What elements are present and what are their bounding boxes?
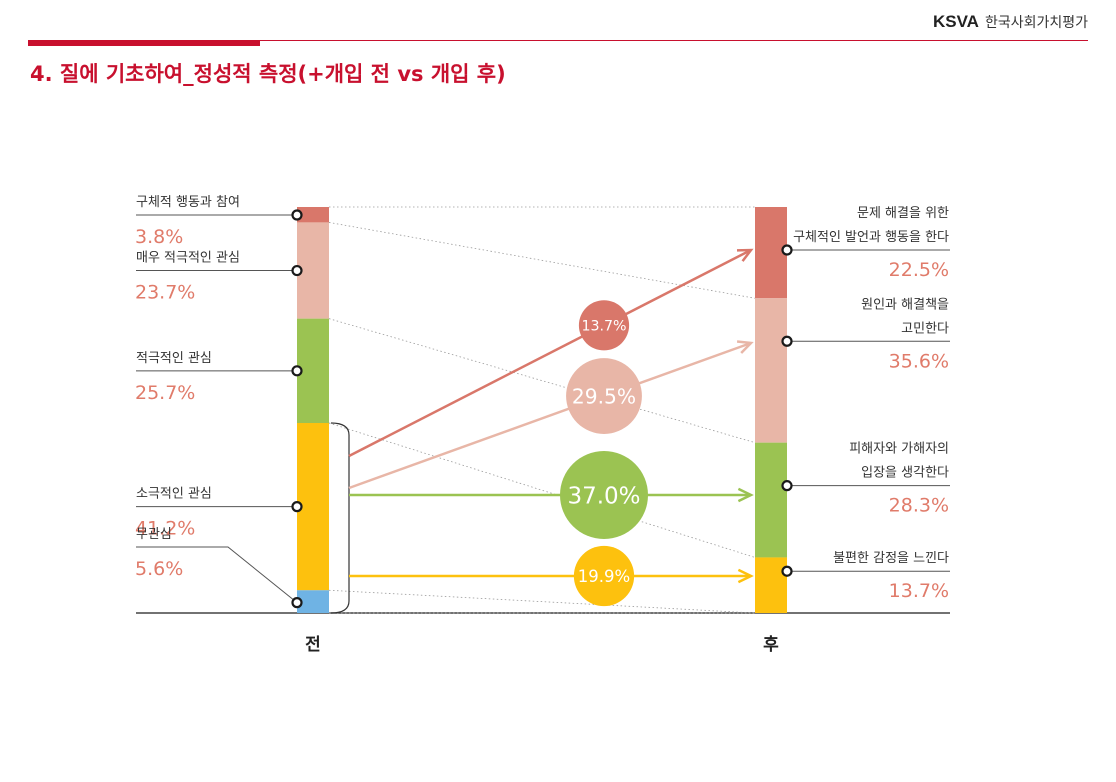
transition-value-1: 29.5% xyxy=(572,384,636,408)
right-label-0-0: 문제 해결을 위한 xyxy=(857,206,949,221)
left-label-2: 적극적인 관심 xyxy=(136,351,212,366)
right-value-2: 28.3% xyxy=(889,495,949,517)
brand-org: 한국사회가치평가 xyxy=(984,15,1088,31)
group-bracket xyxy=(330,422,350,614)
left-dot-2 xyxy=(291,365,303,377)
connector-line-4 xyxy=(328,589,756,614)
transition-arrowhead-3 xyxy=(737,568,754,584)
before-bar-segment-4 xyxy=(297,590,329,613)
transition-arrowhead-0 xyxy=(736,248,754,262)
connector-line-1 xyxy=(328,222,756,299)
before-bar-segment-0 xyxy=(297,207,329,223)
transition-bubble-2 xyxy=(560,451,648,539)
after-bar-segment-1 xyxy=(755,298,787,443)
transition-arrowhead-1 xyxy=(736,340,754,354)
right-dot-2 xyxy=(781,480,793,492)
right-label-0-1: 구체적인 발언과 행동을 한다 xyxy=(793,229,949,245)
header-rule xyxy=(28,40,1088,41)
right-label-2-1: 입장을 생각한다 xyxy=(861,466,949,481)
left-dot-1 xyxy=(291,264,303,277)
right-label-3-0: 불편한 감정을 느낀다 xyxy=(833,551,949,566)
left-value-0: 3.8% xyxy=(135,226,183,248)
left-label-0: 구체적 행동과 참여 xyxy=(136,194,240,210)
brand-logo: KSVA xyxy=(932,12,979,31)
left-dot-4 xyxy=(291,597,303,609)
right-label-2-0: 피해자와 가해자의 xyxy=(849,442,949,457)
category-label-before: 전 xyxy=(305,635,321,655)
left-label-1: 매우 적극적인 관심 xyxy=(136,251,240,266)
transition-arrow-1 xyxy=(348,341,752,490)
left-leader-4 xyxy=(136,546,298,604)
page-title: 4. 질에 기초하여_정성적 측정(+개입 전 vs 개입 후) xyxy=(30,62,506,86)
left-value-3: 41.2% xyxy=(135,518,195,540)
left-value-4: 5.6% xyxy=(135,558,183,580)
right-label-1-0: 원인과 해결책을 xyxy=(861,297,949,312)
after-bar-segment-2 xyxy=(755,442,787,558)
connector-line-3 xyxy=(328,422,756,558)
transition-bubble-1 xyxy=(566,358,642,434)
right-label-1-1: 고민한다 xyxy=(901,321,949,336)
left-label-3: 소극적인 관심 xyxy=(136,487,212,502)
after-bar-segment-3 xyxy=(755,557,787,613)
right-dot-0 xyxy=(781,244,793,256)
connector-line-2 xyxy=(328,318,756,444)
transition-bubble-3 xyxy=(573,545,635,607)
transition-value-3: 19.9% xyxy=(578,567,630,586)
transition-arrow-0 xyxy=(348,248,752,458)
transition-value-0: 13.7% xyxy=(581,318,626,334)
left-dot-0 xyxy=(291,209,303,221)
right-value-1: 35.6% xyxy=(889,350,949,372)
brand-header: KSVA 한국사회가치평가 xyxy=(933,12,1088,32)
category-label-after: 후 xyxy=(763,634,779,655)
right-value-0: 22.5% xyxy=(889,259,949,281)
transition-value-2: 37.0% xyxy=(567,483,640,509)
right-dot-3 xyxy=(781,565,793,577)
transition-bubble-0 xyxy=(578,300,630,351)
transition-arrowhead-2 xyxy=(737,487,754,503)
left-value-1: 23.7% xyxy=(135,282,195,304)
left-value-2: 25.7% xyxy=(135,382,195,404)
right-dot-1 xyxy=(781,335,793,347)
after-bar-segment-0 xyxy=(755,207,787,299)
right-value-3: 13.7% xyxy=(889,580,949,602)
left-dot-3 xyxy=(291,501,303,513)
left-label-4: 무관심 xyxy=(136,527,172,542)
header-rule-accent xyxy=(28,40,260,46)
